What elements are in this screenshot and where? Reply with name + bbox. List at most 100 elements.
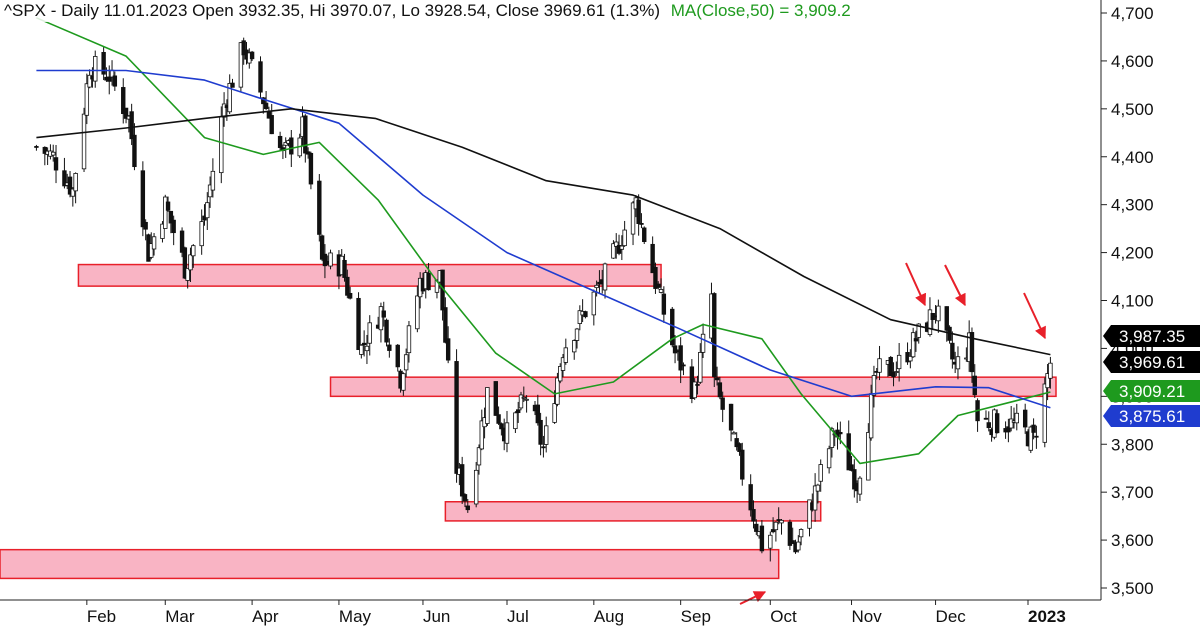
candle — [731, 431, 737, 435]
candle-body-down — [261, 97, 266, 105]
candle-body-down — [751, 509, 756, 522]
candle-body-down — [263, 102, 269, 110]
x-tick-label: Aug — [594, 607, 624, 626]
candle — [857, 476, 863, 501]
candle — [403, 348, 409, 377]
candle-body-down — [1006, 426, 1011, 433]
candle — [714, 366, 720, 386]
candle-body-down — [143, 221, 148, 230]
candle-body-up — [1045, 373, 1050, 389]
candle-body-up — [796, 541, 801, 551]
candle-body-up — [773, 521, 779, 531]
y-tick-label: 4,300 — [1111, 196, 1154, 215]
candle-body-up — [910, 332, 916, 358]
candle — [910, 327, 916, 358]
candle — [367, 315, 372, 356]
candle — [53, 145, 59, 184]
candle-body-down — [695, 384, 700, 386]
candle-body-up — [591, 291, 597, 316]
candle — [521, 386, 526, 402]
candle — [950, 331, 955, 369]
candle — [829, 426, 835, 458]
candle-body-up — [221, 103, 227, 118]
candle-body-down — [678, 345, 683, 371]
header-info: ^SPX - Daily 11.01.2023 Open 3932.35, Hi… — [4, 1, 660, 20]
candle-body-down — [67, 176, 73, 195]
candle-body-down — [734, 438, 739, 448]
candle — [768, 531, 773, 562]
candle — [406, 321, 412, 363]
candle — [305, 147, 311, 159]
price-tag: 3,875.61 — [1103, 405, 1200, 427]
candle — [541, 435, 546, 458]
candle — [51, 144, 56, 162]
candle — [770, 517, 776, 534]
candle-body-down — [129, 111, 134, 140]
candle-body-up — [807, 499, 812, 529]
candle-body-down — [42, 146, 48, 154]
candle-body-down — [650, 243, 655, 274]
candle-body-down — [258, 61, 263, 93]
candle-body-down — [305, 151, 311, 155]
candle-body-up — [563, 347, 569, 363]
candle — [303, 114, 308, 163]
candle — [317, 174, 322, 242]
x-tick-label: Feb — [87, 607, 116, 626]
candle — [538, 412, 543, 456]
candle — [728, 403, 734, 442]
candle-body-up — [328, 252, 333, 267]
y-tick-label: 4,200 — [1111, 244, 1154, 263]
candle — [1042, 377, 1047, 448]
candle — [936, 299, 941, 333]
candle-body-up — [1028, 426, 1033, 451]
candle — [112, 71, 118, 91]
candle-body-up — [857, 477, 863, 495]
candle — [656, 281, 661, 290]
candle-body-up — [700, 333, 706, 353]
candle — [364, 334, 370, 365]
candle-body-down — [1034, 435, 1039, 438]
candle — [642, 226, 647, 245]
candle — [132, 123, 137, 171]
candle-body-up — [574, 328, 580, 341]
candle — [759, 520, 765, 554]
candle — [515, 401, 521, 423]
candle-body-up — [594, 284, 599, 289]
candle — [983, 410, 989, 420]
candle-body-up — [521, 396, 526, 399]
candle — [1006, 418, 1011, 443]
candle-body-down — [972, 375, 977, 396]
candle-body-up — [698, 352, 703, 383]
candle — [955, 346, 961, 380]
candle-body-down — [720, 397, 725, 410]
candle — [185, 267, 190, 289]
candle — [826, 445, 832, 474]
price-tag-box — [1103, 405, 1200, 427]
candle-body-up — [927, 309, 933, 335]
candle — [891, 362, 896, 387]
candle — [387, 338, 392, 358]
candle-body-up — [93, 56, 98, 82]
candle-body-down — [426, 272, 431, 291]
candle-body-down — [913, 338, 919, 342]
y-tick-label: 4,100 — [1111, 292, 1154, 311]
candle — [210, 158, 216, 198]
candle — [594, 280, 599, 297]
candle-body-down — [759, 525, 765, 552]
y-tick-label: 4,400 — [1111, 148, 1154, 167]
candle — [121, 78, 126, 124]
candle-body-down — [950, 342, 955, 360]
x-tick-label: Jun — [423, 607, 450, 626]
candle-body-up — [210, 170, 216, 191]
candle-body-down — [443, 307, 448, 343]
price-tag-label: 3,875.61 — [1119, 407, 1185, 426]
candle — [563, 338, 569, 365]
candle-body-down — [969, 332, 975, 373]
candle-body-up — [473, 469, 479, 505]
candle-body-down — [754, 523, 759, 532]
candle — [558, 363, 563, 384]
candle-body-up — [191, 245, 196, 257]
x-tick-label: Mar — [165, 607, 195, 626]
